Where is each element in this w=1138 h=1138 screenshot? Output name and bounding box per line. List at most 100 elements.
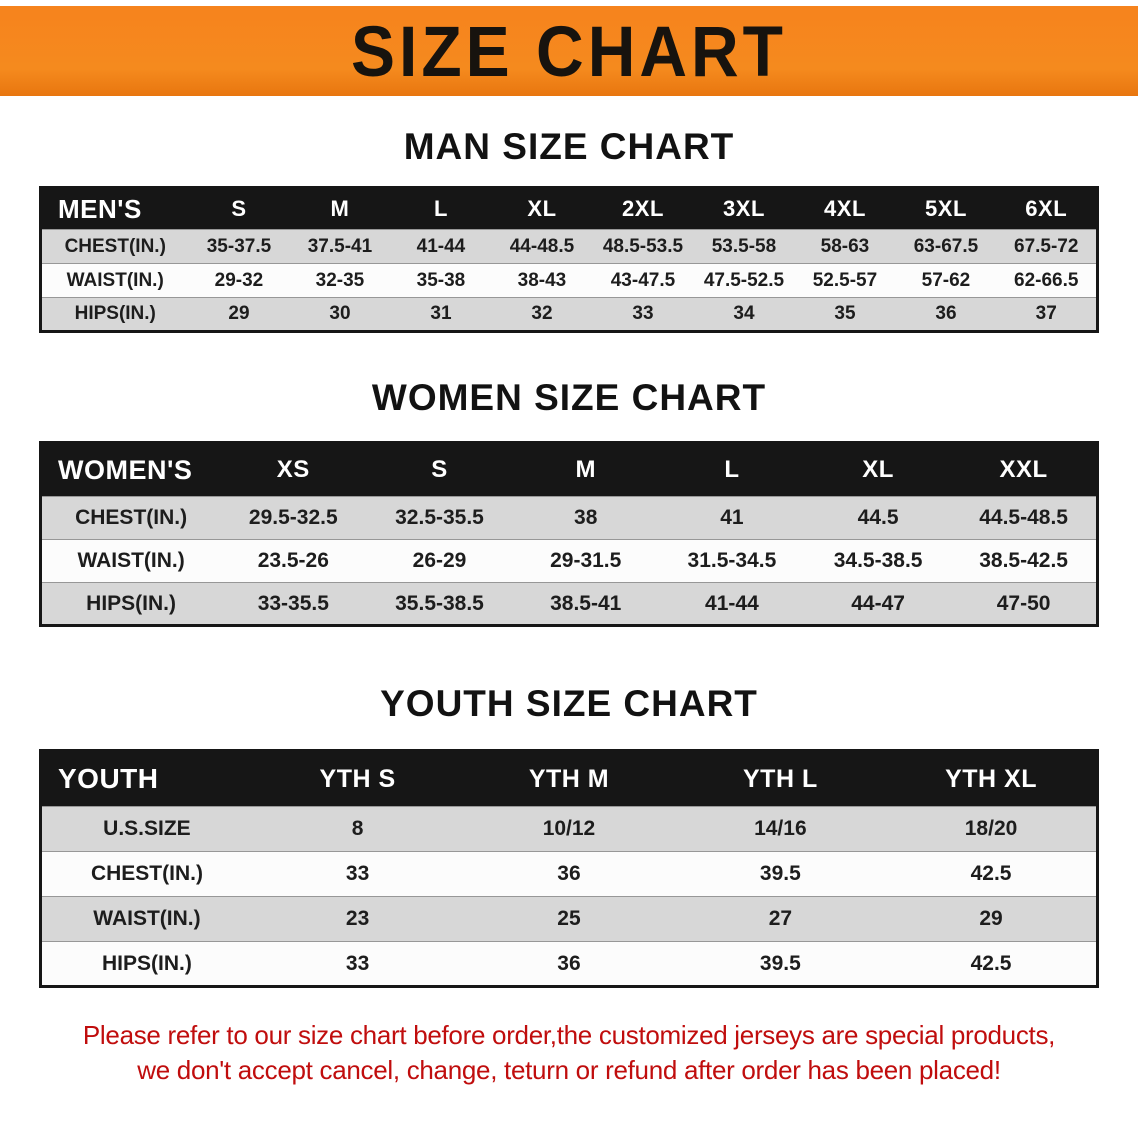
size-value-cell: 38-43 bbox=[491, 263, 593, 298]
size-value-cell: 32.5-35.5 bbox=[366, 496, 513, 540]
size-column-header: XL bbox=[805, 442, 952, 497]
size-column-header: YTH M bbox=[463, 750, 675, 807]
size-value-cell: 44-48.5 bbox=[491, 229, 593, 264]
table-row: HIPS(IN.) 33 36 39.5 42.5 bbox=[40, 941, 1098, 987]
size-value-cell: 31.5-34.5 bbox=[658, 539, 806, 583]
youth-size-section: YOUTH SIZE CHART YOUTH YTH S YTH M YTH L YTH… bbox=[0, 683, 1138, 988]
size-value-cell: 27 bbox=[674, 896, 887, 942]
youth-size-table-wrap: YOUTH YTH S YTH M YTH L YTH XL U.S.SIZE 8 10/12… bbox=[39, 749, 1099, 988]
size-column-header: S bbox=[366, 442, 513, 497]
size-value-cell: 35-37.5 bbox=[188, 229, 290, 264]
row-label: CHEST(IN.) bbox=[40, 496, 221, 540]
size-value-cell: 62-66.5 bbox=[996, 263, 1098, 298]
size-value-cell: 35.5-38.5 bbox=[366, 582, 513, 626]
row-label: WAIST(IN.) bbox=[40, 263, 189, 298]
size-value-cell: 44.5 bbox=[805, 496, 952, 540]
size-value-cell: 29-32 bbox=[188, 263, 290, 298]
row-label: HIPS(IN.) bbox=[40, 941, 252, 987]
youth-chart-heading: YOUTH SIZE CHART bbox=[380, 683, 758, 724]
size-value-cell: 33 bbox=[251, 941, 464, 987]
size-value-cell: 67.5-72 bbox=[996, 229, 1098, 264]
size-value-cell: 39.5 bbox=[674, 941, 887, 987]
size-column-header: 2XL bbox=[592, 187, 694, 230]
size-column-header: YTH S bbox=[251, 750, 464, 807]
size-value-cell: 33 bbox=[592, 297, 694, 332]
men-size-section: MAN SIZE CHART MEN'S S M L XL 2XL 3XL 4XL 5XL 6XL… bbox=[0, 126, 1138, 333]
table-row: WAIST(IN.) 29-32 32-35 35-38 38-43 43-47.5 47.… bbox=[40, 263, 1098, 298]
size-value-cell: 29 bbox=[886, 896, 1098, 942]
size-value-cell: 47-50 bbox=[951, 582, 1098, 626]
size-value-cell: 53.5-58 bbox=[693, 229, 795, 264]
size-value-cell: 48.5-53.5 bbox=[592, 229, 694, 264]
size-column-header: 6XL bbox=[996, 187, 1098, 230]
size-value-cell: 29.5-32.5 bbox=[220, 496, 367, 540]
size-value-cell: 37 bbox=[996, 297, 1098, 332]
size-value-cell: 10/12 bbox=[463, 806, 675, 852]
size-column-header: 4XL bbox=[794, 187, 896, 230]
size-value-cell: 38.5-42.5 bbox=[951, 539, 1098, 583]
size-table: WOMEN'S XS S M L XL XXL CHEST(IN.) 29.5-32.5 32.5… bbox=[39, 441, 1099, 627]
size-column-header: L bbox=[390, 187, 492, 230]
table-row: HIPS(IN.) 33-35.5 35.5-38.5 38.5-41 41-44 44-… bbox=[40, 582, 1098, 626]
row-label: HIPS(IN.) bbox=[40, 582, 221, 626]
size-value-cell: 36 bbox=[895, 297, 997, 332]
table-title-cell: YOUTH bbox=[40, 750, 252, 807]
size-value-cell: 23 bbox=[251, 896, 464, 942]
size-value-cell: 44.5-48.5 bbox=[951, 496, 1098, 540]
size-column-header: S bbox=[188, 187, 290, 230]
size-column-header: M bbox=[289, 187, 391, 230]
size-column-header: XS bbox=[220, 442, 367, 497]
table-title-cell: MEN'S bbox=[40, 187, 189, 230]
table-row: WAIST(IN.) 23 25 27 29 bbox=[40, 896, 1098, 942]
size-value-cell: 8 bbox=[251, 806, 464, 852]
size-value-cell: 44-47 bbox=[805, 582, 952, 626]
row-label: U.S.SIZE bbox=[40, 806, 252, 852]
size-value-cell: 25 bbox=[463, 896, 675, 942]
size-value-cell: 34.5-38.5 bbox=[805, 539, 952, 583]
size-value-cell: 43-47.5 bbox=[592, 263, 694, 298]
women-chart-heading: WOMEN SIZE CHART bbox=[371, 377, 767, 418]
size-value-cell: 41-44 bbox=[658, 582, 806, 626]
size-value-cell: 33-35.5 bbox=[220, 582, 367, 626]
size-value-cell: 52.5-57 bbox=[794, 263, 896, 298]
header-row: WOMEN'S XS S M L XL XXL bbox=[40, 442, 1098, 497]
size-value-cell: 35-38 bbox=[390, 263, 492, 298]
size-value-cell: 47.5-52.5 bbox=[693, 263, 795, 298]
size-value-cell: 32-35 bbox=[289, 263, 391, 298]
size-value-cell: 41-44 bbox=[390, 229, 492, 264]
women-size-section: WOMEN SIZE CHART WOMEN'S XS S M L XL XXL CHEST(… bbox=[0, 377, 1138, 627]
row-label: CHEST(IN.) bbox=[40, 851, 252, 897]
row-label: WAIST(IN.) bbox=[40, 539, 221, 583]
size-value-cell: 42.5 bbox=[886, 851, 1098, 897]
notice-line-2: we don't accept cancel, change, teturn o… bbox=[137, 1055, 1001, 1085]
table-row: CHEST(IN.) 29.5-32.5 32.5-35.5 38 41 44.5 44.5… bbox=[40, 496, 1098, 540]
size-value-cell: 35 bbox=[794, 297, 896, 332]
size-value-cell: 38 bbox=[512, 496, 659, 540]
notice-line-1: Please refer to our size chart before or… bbox=[82, 1020, 1056, 1050]
size-value-cell: 33 bbox=[251, 851, 464, 897]
size-column-header: YTH XL bbox=[886, 750, 1098, 807]
table-row: WAIST(IN.) 23.5-26 26-29 29-31.5 31.5-34.5 34… bbox=[40, 539, 1098, 583]
size-value-cell: 38.5-41 bbox=[512, 582, 659, 626]
size-value-cell: 39.5 bbox=[674, 851, 887, 897]
row-label: WAIST(IN.) bbox=[40, 896, 252, 942]
size-value-cell: 30 bbox=[289, 297, 391, 332]
size-column-header: XL bbox=[491, 187, 593, 230]
row-label: CHEST(IN.) bbox=[40, 229, 189, 264]
size-column-header: 3XL bbox=[693, 187, 795, 230]
size-column-header: 5XL bbox=[895, 187, 997, 230]
banner: SIZE CHART bbox=[0, 6, 1138, 96]
women-size-table-wrap: WOMEN'S XS S M L XL XXL CHEST(IN.) 29.5-32.5 32.5… bbox=[39, 441, 1099, 627]
size-value-cell: 36 bbox=[463, 851, 675, 897]
size-column-header: YTH L bbox=[674, 750, 887, 807]
header-row: MEN'S S M L XL 2XL 3XL 4XL 5XL 6XL bbox=[40, 187, 1098, 230]
size-value-cell: 31 bbox=[390, 297, 492, 332]
order-notice: Please refer to our size chart before or… bbox=[0, 1020, 1138, 1086]
size-value-cell: 37.5-41 bbox=[289, 229, 391, 264]
table-row: U.S.SIZE 8 10/12 14/16 18/20 bbox=[40, 806, 1098, 852]
row-label: HIPS(IN.) bbox=[40, 297, 189, 332]
table-row: CHEST(IN.) 35-37.5 37.5-41 41-44 44-48.5 48.5… bbox=[40, 229, 1098, 264]
size-value-cell: 23.5-26 bbox=[220, 539, 367, 583]
size-value-cell: 29-31.5 bbox=[512, 539, 659, 583]
size-column-header: M bbox=[512, 442, 659, 497]
